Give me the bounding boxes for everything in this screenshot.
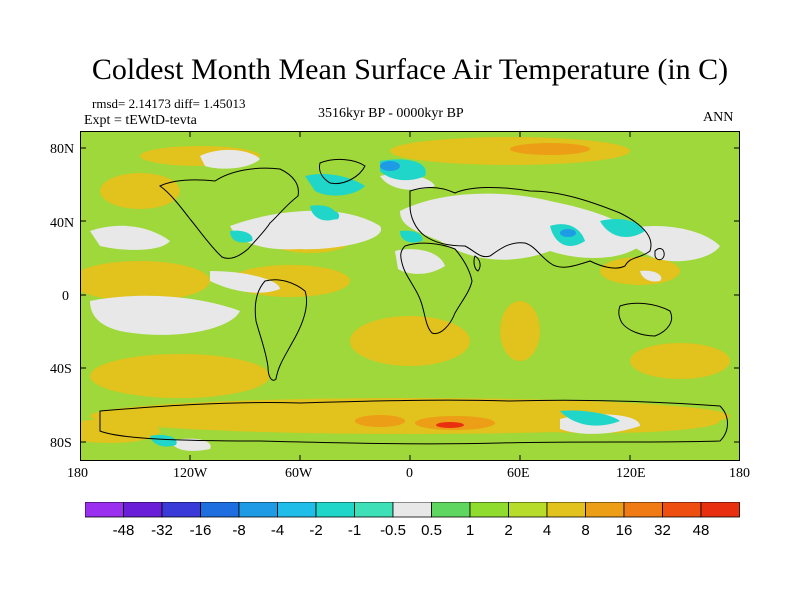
colder-anomaly-regions [380,161,576,237]
colorbar-box [315,502,355,518]
lon-label-120e: 120E [616,466,646,481]
colorbar-box [277,502,317,518]
colorbar-box [123,502,163,518]
period-label: 3516kyr BP - 0000kyr BP [318,106,464,121]
colorbar-tick-label: -16 [190,522,212,539]
colorbar-box [508,502,548,518]
colorbar-box [585,502,625,518]
colorbar-tick-label: 1 [466,522,474,539]
colorbar-box [392,502,432,518]
lon-label-180e: 180 [729,466,750,481]
colorbar-tick-label: -32 [151,522,173,539]
lat-label-40s: 40S [50,362,72,377]
lat-label-40n: 40N [50,216,75,231]
colorbar-box [354,502,394,518]
colorbar-tick-label: 48 [693,522,710,539]
colorbar-box [85,502,124,518]
colorbar-box [161,502,201,518]
colorbar-tick-label: -4 [271,522,284,539]
lon-label-60w: 60W [285,466,313,481]
season-label: ANN [703,110,734,125]
colorbar-tick-label: -1 [348,522,361,539]
colorbar-box [546,502,586,518]
colorbar-boxes [85,502,740,518]
colorbar-tick-label: 16 [616,522,633,539]
lon-label-180w: 180 [67,466,88,481]
colorbar-labels: -48 -32 -16 -8 -4 -2 -1 -0.5 0.5 1 2 4 8 16 32 48 [113,522,710,539]
colorbar-box [662,502,702,518]
map-title: Coldest Month Mean Surface Air Temperatu… [91,53,729,86]
colorbar-tick-label: 2 [504,522,512,539]
colorbar-box [623,502,663,518]
colorbar-tick-label: 0.5 [421,522,442,539]
colorbar-tick-label: -8 [232,522,245,539]
colorbar-tick-label: -2 [309,522,322,539]
lon-label-60e: 60E [507,466,530,481]
colorbar-tick-label: 8 [581,522,589,539]
stats-text: rmsd= 2.14173 diff= 1.45013 [92,96,246,111]
colorbar-tick-label: 4 [543,522,551,539]
colorbar-box [238,502,278,518]
temperature-map [80,131,740,461]
colorbar-box [200,502,240,518]
colorbar-tick-label: -48 [113,522,135,539]
lon-label-0: 0 [406,466,413,481]
colorbar-box [431,502,471,518]
hottest-anomaly-regions [436,422,464,428]
colorbar-box [469,502,509,518]
coastlines [99,158,728,445]
colorbar-tick-label: 32 [654,522,671,539]
axis-ticks [80,131,740,461]
experiment-label: Expt = tEWtD-tevta [84,113,197,128]
lat-label-eq: 0 [62,289,69,304]
cool-anomaly-regions [150,159,645,447]
colorbar-tick-label: -0.5 [380,522,406,539]
colorbar-box [700,502,740,518]
lon-label-120w: 120W [173,466,208,481]
lat-label-80s: 80S [50,436,72,451]
colorbar: -48 -32 -16 -8 -4 -2 -1 -0.5 0.5 1 2 4 8 16 32 48 [85,502,740,539]
lat-label-80n: 80N [50,142,75,157]
